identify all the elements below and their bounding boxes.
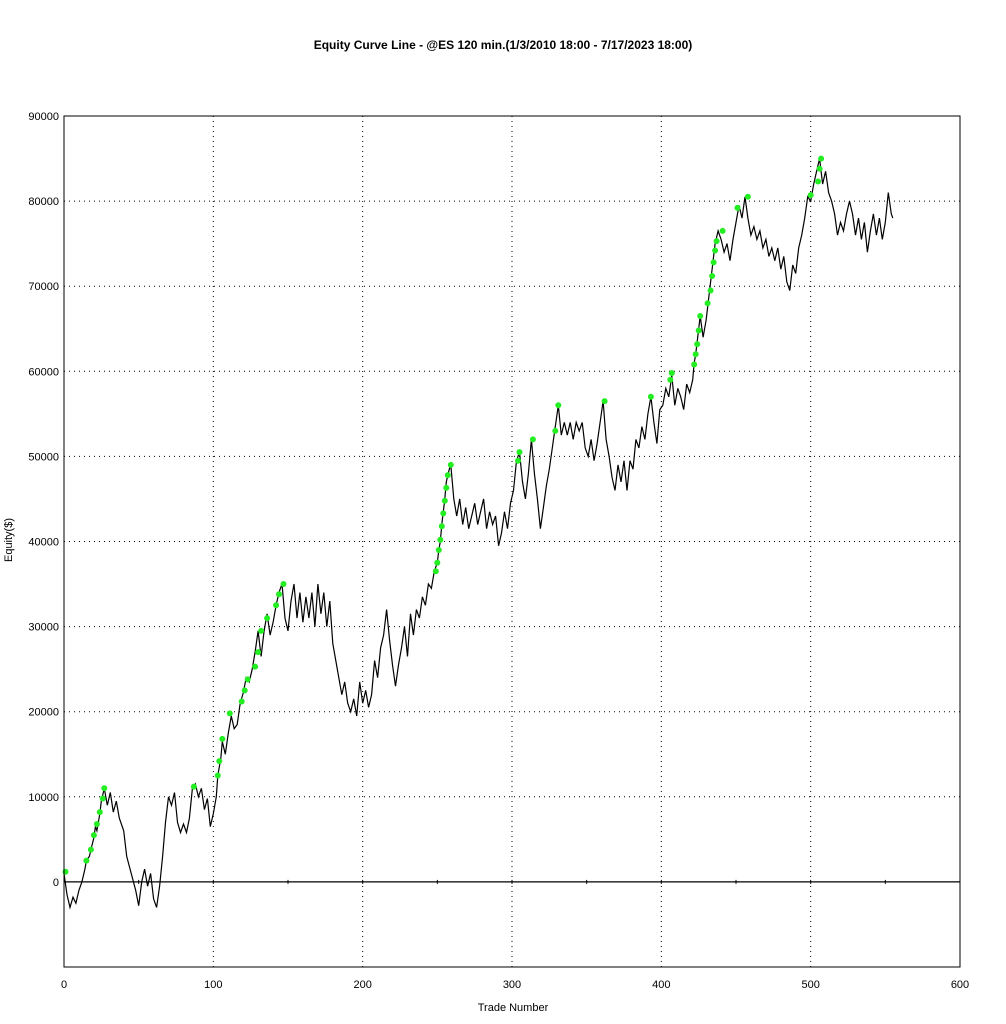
new-high-marker (101, 785, 108, 792)
plot-area-frame (63, 115, 961, 968)
y-tick-label: 10000 (28, 792, 59, 804)
new-high-markers (62, 155, 825, 875)
new-high-marker (226, 710, 233, 717)
new-high-marker (709, 273, 716, 279)
y-tick-label: 20000 (28, 707, 59, 719)
y-tick-label: 40000 (28, 537, 59, 549)
y-tick-label: 0 (53, 877, 59, 889)
chart-title: Equity Curve Line - @ES 120 min.(1/3/201… (313, 38, 693, 52)
new-high-marker (441, 497, 448, 504)
new-high-marker (87, 846, 94, 853)
new-high-marker (447, 461, 454, 468)
y-tick-label: 50000 (28, 451, 59, 463)
new-high-marker (694, 341, 701, 348)
new-high-marker (713, 238, 720, 245)
new-high-marker (438, 523, 445, 530)
new-high-marker (704, 300, 711, 307)
new-high-marker (691, 361, 698, 368)
new-high-marker (712, 247, 719, 254)
new-high-marker (83, 857, 90, 864)
new-high-marker (697, 313, 704, 319)
new-high-marker (273, 602, 280, 609)
x-tick-label: 600 (951, 979, 969, 991)
y-tick-label: 60000 (28, 366, 59, 378)
new-high-marker (529, 436, 536, 443)
new-high-marker (62, 868, 69, 875)
new-high-marker (601, 398, 608, 405)
x-tick-label: 400 (652, 979, 670, 991)
y-tick-label: 90000 (28, 111, 59, 123)
x-tick-label: 300 (503, 979, 521, 991)
x-tick-label: 0 (61, 979, 67, 991)
new-high-marker (90, 832, 97, 839)
x-tick-label: 500 (801, 979, 819, 991)
new-high-marker (719, 227, 726, 234)
new-high-marker (710, 259, 717, 266)
y-tick-label: 80000 (28, 196, 59, 208)
new-high-marker (647, 393, 654, 400)
y-axis-label: Equity($) (3, 518, 15, 562)
x-axis-tick-labels: 0 100 200 300 400 500 600 (61, 979, 969, 991)
new-high-marker (280, 581, 287, 587)
new-high-marker (238, 698, 245, 705)
grid-lines (64, 116, 960, 967)
new-high-marker (264, 615, 271, 622)
x-axis-label: Trade Number (478, 1002, 549, 1014)
new-high-marker (816, 165, 823, 172)
new-high-marker (190, 783, 197, 790)
new-high-marker (252, 663, 259, 670)
new-high-marker (707, 287, 714, 294)
new-high-marker (668, 370, 675, 376)
new-high-marker (437, 536, 444, 543)
new-high-marker (734, 204, 741, 211)
new-high-marker (255, 649, 262, 656)
x-tick-label: 100 (204, 979, 222, 991)
y-axis-tick-labels: 0 10000 20000 30000 40000 50000 60000 70000 8000… (28, 111, 59, 889)
new-high-marker (214, 772, 221, 779)
new-high-marker (432, 568, 439, 575)
new-high-marker (241, 687, 248, 694)
new-high-marker (93, 821, 100, 827)
zero-baseline-ticks (138, 879, 886, 884)
new-high-marker (555, 402, 562, 409)
new-high-marker (440, 510, 447, 517)
new-high-marker (216, 758, 223, 765)
y-tick-label: 70000 (28, 281, 59, 293)
new-high-marker (99, 795, 106, 802)
y-tick-label: 30000 (28, 622, 59, 634)
new-high-marker (244, 676, 251, 683)
new-high-marker (444, 472, 451, 479)
new-high-marker (434, 559, 441, 566)
new-high-marker (258, 627, 265, 634)
new-high-marker (435, 547, 442, 553)
equity-line (63, 158, 894, 910)
new-high-marker (667, 376, 674, 383)
new-high-marker (552, 427, 559, 434)
new-high-marker (807, 192, 814, 199)
x-tick-label: 200 (353, 979, 371, 991)
new-high-marker (695, 327, 702, 334)
new-high-marker (443, 484, 450, 491)
new-high-marker (744, 193, 751, 200)
new-high-marker (818, 155, 825, 162)
new-high-marker (276, 591, 282, 598)
new-high-marker (219, 735, 226, 742)
new-high-marker (692, 351, 699, 358)
new-high-marker (515, 457, 521, 464)
new-high-marker (96, 809, 103, 816)
new-high-marker (815, 178, 822, 185)
new-high-marker (516, 449, 523, 456)
